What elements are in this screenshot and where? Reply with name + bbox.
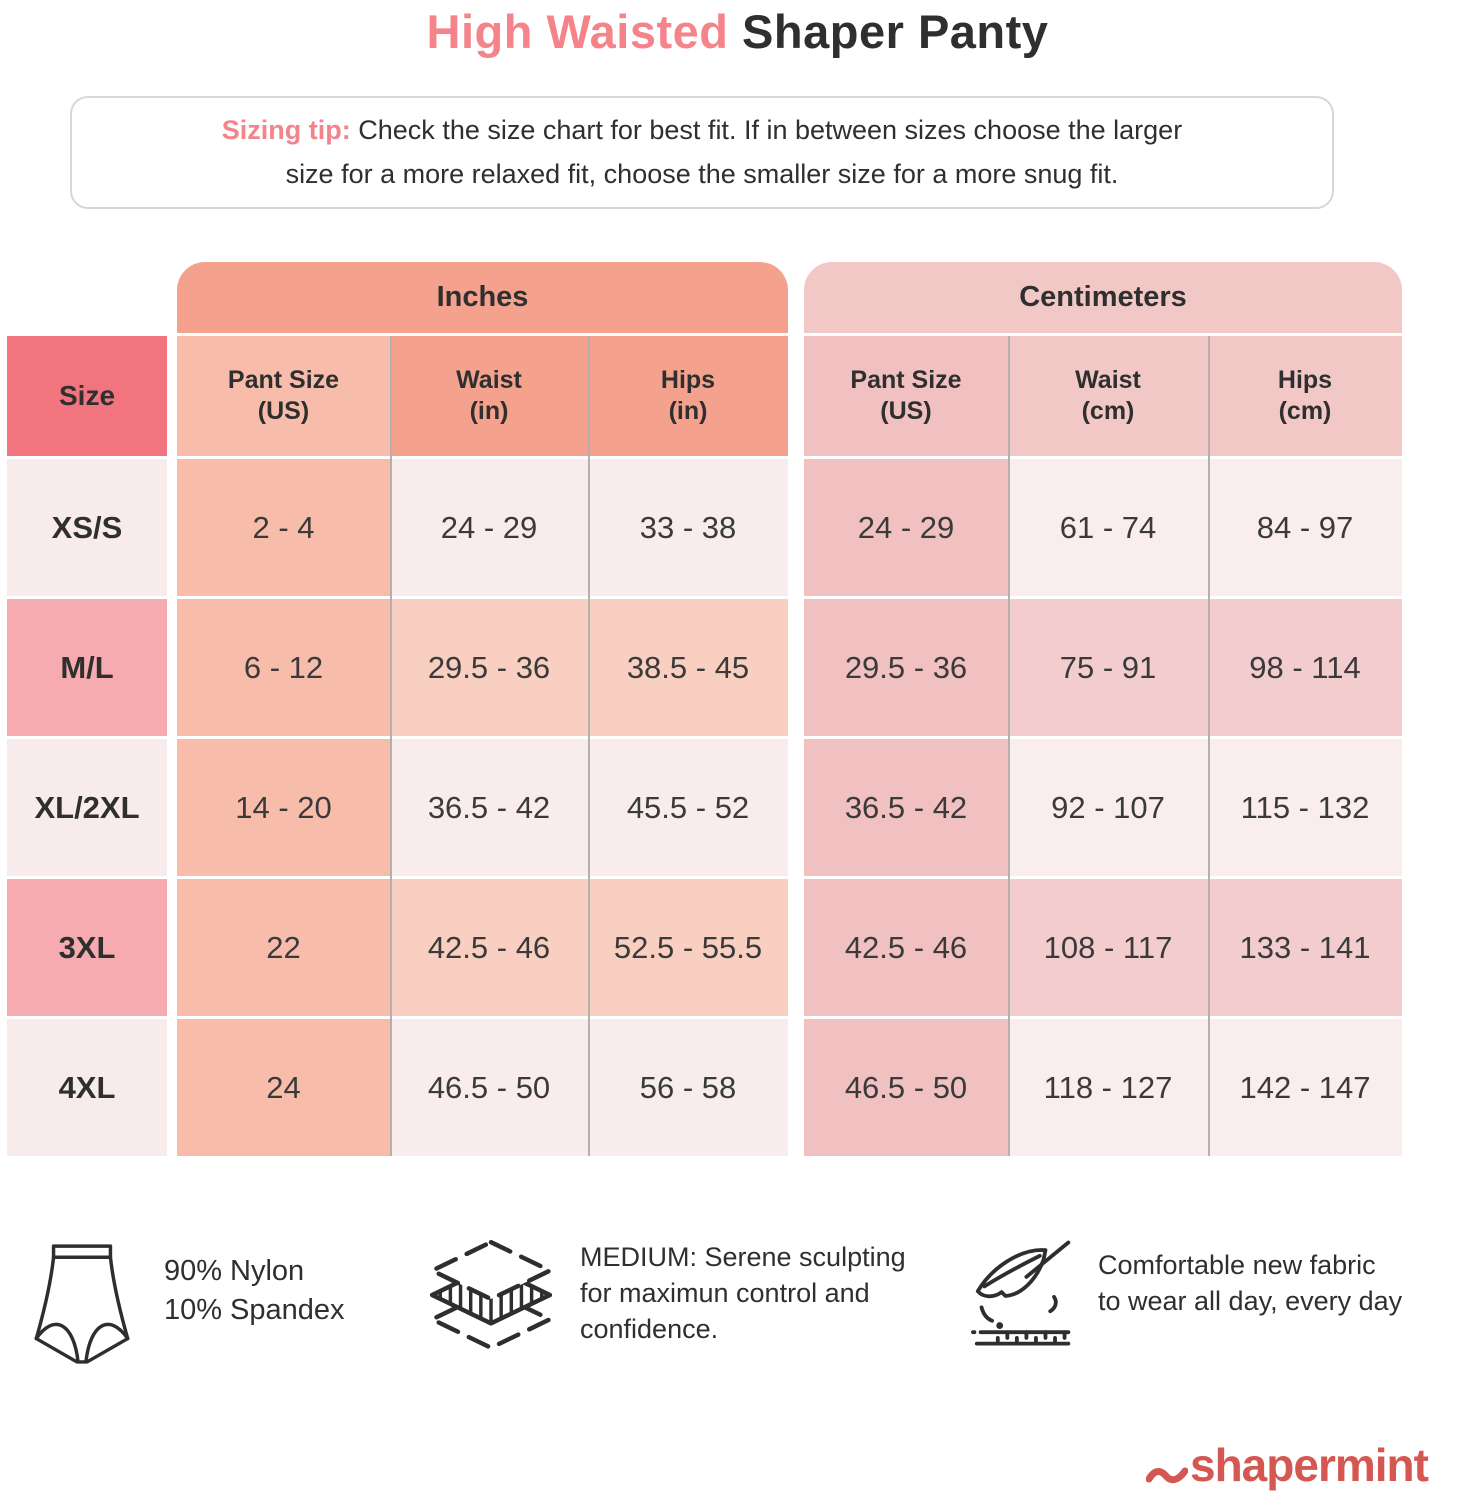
size-label-3xl: 3XL [7,879,167,1016]
centimeters-table-header-row: Pant Size (US) Waist (cm) Hips (cm) [804,336,1402,456]
cell-hips: 115 - 132 [1208,739,1402,876]
panty-icon [26,1240,138,1366]
column-divider [588,336,590,1156]
material-line: 90% Nylon [164,1255,305,1287]
feather-icon [952,1232,1076,1358]
cell-hips: 84 - 97 [1208,459,1402,596]
feature-comfort: Comfortable new fabric to wear all day, … [952,1232,1402,1358]
cm-col-waist: Waist (cm) [1008,336,1208,456]
table-row: 46.5 - 50 118 - 127 142 - 147 [804,1019,1402,1156]
table-row: 6 - 12 29.5 - 36 38.5 - 45 [177,599,788,736]
size-label-xl-2xl: XL/2XL [7,739,167,876]
centimeters-table: Centimeters Pant Size (US) Waist (cm) Hi… [804,262,1402,1156]
column-divider [1008,336,1010,1156]
cell-pant: 46.5 - 50 [804,1019,1008,1156]
size-label-m-l: M/L [7,599,167,736]
comfort-text: Comfortable new fabric to wear all day, … [1098,1250,1403,1316]
table-row: 14 - 20 36.5 - 42 45.5 - 52 [177,739,788,876]
cell-waist: 92 - 107 [1008,739,1208,876]
size-column: Size XS/S M/L XL/2XL 3XL 4XL [7,336,167,1156]
cell-pant: 2 - 4 [177,459,390,596]
cell-waist: 61 - 74 [1008,459,1208,596]
size-label-xs-s: XS/S [7,459,167,596]
brand-logo-text: shapermint [1190,1439,1429,1491]
feature-compression-level: MEDIUM: Serene sculpting for maximun con… [424,1238,906,1356]
feature-fabric-composition: 90% Nylon 10% Spandex [26,1240,345,1366]
inches-col-waist: Waist (in) [390,336,588,456]
sizing-tip-box: Sizing tip: Check the size chart for bes… [70,96,1334,209]
cell-hips: 33 - 38 [588,459,788,596]
table-row: 36.5 - 42 92 - 107 115 - 132 [804,739,1402,876]
cell-waist: 118 - 127 [1008,1019,1208,1156]
table-row: 22 42.5 - 46 52.5 - 55.5 [177,879,788,1016]
cell-hips: 98 - 114 [1208,599,1402,736]
size-column-header: Size [7,336,167,456]
cell-pant: 24 - 29 [804,459,1008,596]
cell-waist: 24 - 29 [390,459,588,596]
cell-waist: 36.5 - 42 [390,739,588,876]
fabric-composition-text: 90% Nylon 10% Spandex [164,1240,345,1330]
cell-pant: 14 - 20 [177,739,390,876]
centimeters-table-title: Centimeters [804,262,1402,333]
inches-col-hips: Hips (in) [588,336,788,456]
sizing-tip-label: Sizing tip: [221,114,351,145]
cell-hips: 38.5 - 45 [588,599,788,736]
sizing-tip-text: Sizing tip: Check the size chart for bes… [222,109,1182,196]
inches-table: Inches Pant Size (US) Waist (in) Hips (i… [177,262,788,1156]
inches-table-header-row: Pant Size (US) Waist (in) Hips (in) [177,336,788,456]
table-row: 24 - 29 61 - 74 84 - 97 [804,459,1402,596]
material-line: 10% Spandex [164,1294,345,1327]
column-divider [1208,336,1210,1156]
table-row: 42.5 - 46 108 - 117 133 - 141 [804,879,1402,1016]
column-divider [390,336,392,1156]
cell-waist: 29.5 - 36 [390,599,588,736]
cm-col-pant-size: Pant Size (US) [804,336,1008,456]
brand-logo: shapermint [1146,1438,1429,1492]
cell-hips: 142 - 147 [1208,1019,1402,1156]
page-title-highlight: High Waisted [426,5,729,58]
size-label-4xl: 4XL [7,1019,167,1156]
cell-hips: 133 - 141 [1208,879,1402,1016]
cell-pant: 6 - 12 [177,599,390,736]
cell-waist: 46.5 - 50 [390,1019,588,1156]
fabric-layers-icon [424,1238,558,1356]
cell-hips: 56 - 58 [588,1019,788,1156]
cell-pant: 22 [177,879,390,1016]
cell-pant: 36.5 - 42 [804,739,1008,876]
table-row: 29.5 - 36 75 - 91 98 - 114 [804,599,1402,736]
cell-waist: 75 - 91 [1008,599,1208,736]
inches-table-title: Inches [177,262,788,333]
cell-pant: 42.5 - 46 [804,879,1008,1016]
page-title-rest: Shaper Panty [742,5,1049,58]
logo-squiggle-icon [1146,1467,1188,1484]
cell-waist: 108 - 117 [1008,879,1208,1016]
cell-waist: 42.5 - 46 [390,879,588,1016]
table-row: 24 46.5 - 50 56 - 58 [177,1019,788,1156]
cell-hips: 45.5 - 52 [588,739,788,876]
compression-level-text: MEDIUM: Serene sculpting for maximun con… [580,1242,906,1344]
table-row: 2 - 4 24 - 29 33 - 38 [177,459,788,596]
page-title: High Waisted Shaper Panty [0,4,1475,59]
cell-pant: 29.5 - 36 [804,599,1008,736]
cell-hips: 52.5 - 55.5 [588,879,788,1016]
cell-pant: 24 [177,1019,390,1156]
sizing-tip-body: Check the size chart for best fit. If in… [285,114,1183,189]
cm-col-hips: Hips (cm) [1208,336,1402,456]
inches-col-pant-size: Pant Size (US) [177,336,390,456]
